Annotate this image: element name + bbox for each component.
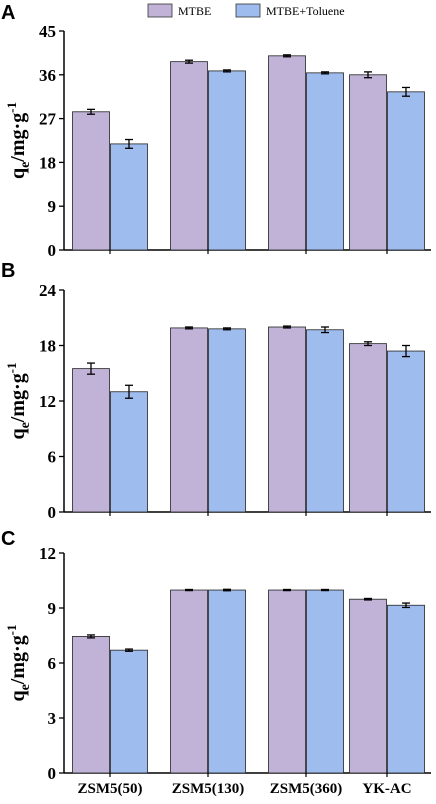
bar-mtbe-toluene [110,143,148,251]
panel-letter-a: A [1,2,15,24]
y-tick-label: 6 [48,654,57,673]
error-bar [125,384,133,399]
bar-mtbe-toluene [208,70,246,251]
y-tick-label: 0 [48,503,57,522]
error-bar [402,86,410,97]
bar-mtbe-toluene [387,91,425,251]
bar-mtbe-toluene [387,350,425,513]
error-bar [185,326,193,330]
error-bar [283,325,291,329]
y-tick-label: 3 [48,709,57,728]
y-tick-label: 0 [48,241,57,260]
error-bar [364,597,372,601]
error-bar [185,59,193,64]
panel-b: 0 6 12 18 24 qe/mg·g-1 [4,281,431,522]
bar-mtbe [72,368,110,513]
bar-mtbe [268,589,306,774]
y-tick-label: 18 [39,337,56,356]
bar-mtbe-toluene [208,589,246,774]
error-bar [321,326,329,334]
y-tick-label: 9 [48,197,57,216]
bar-mtbe [349,343,387,513]
error-bar [223,69,231,73]
bar-mtbe [72,636,110,774]
x-tick-label: ZSM5(360) [270,781,343,797]
bar-mtbe [268,326,306,513]
error-bar [87,108,95,115]
bar-mtbe [170,61,208,251]
y-tick-label: 18 [39,153,56,172]
bar-mtbe-toluene [110,391,148,513]
y-tick-label: 12 [39,544,56,563]
error-bar [223,588,231,592]
error-bar [87,362,95,375]
x-tick-label: ZSM5(50) [78,781,143,797]
bar-mtbe [170,589,208,774]
panel-a: 0 9 18 27 36 45 qe/mg·g-1 [4,22,431,260]
x-tick-label: ZSM5(130) [172,781,245,797]
panel-letter-c: C [1,528,15,550]
y-tick-label: 12 [39,392,56,411]
panel-letter-b: B [1,260,15,282]
y-tick-label: 24 [39,281,57,300]
bar-mtbe-toluene [306,589,344,774]
legend-swatch-mtbe [147,3,173,18]
legend-label-mtbe-toluene: MTBE+Toluene [266,4,345,18]
y-axis-label: qe/mg·g-1 [4,362,33,439]
bar-mtbe [170,327,208,513]
legend: MTBE MTBE+Toluene [147,3,345,18]
panel-c: 0 3 6 9 12 qe/mg·g-1 ZSM5(50) ZSM5(130) ZSM5(360… [4,544,431,797]
y-tick-label: 9 [48,599,57,618]
error-bar [364,341,372,347]
bar-mtbe-toluene [306,72,344,251]
error-bar [125,648,133,652]
legend-swatch-mtbe-toluene [235,3,261,18]
error-bar [321,588,329,592]
bar-mtbe [349,598,387,774]
error-bar [283,588,291,592]
y-tick-label: 45 [39,22,56,41]
bar-mtbe-toluene [110,649,148,774]
error-bar [364,71,372,79]
error-bar [402,602,410,609]
error-bar [87,634,95,639]
bar-mtbe-toluene [208,328,246,513]
error-bar [125,138,133,149]
y-tick-label: 36 [39,66,56,85]
bar-mtbe [72,111,110,251]
error-bar [283,54,291,58]
y-tick-label: 6 [48,448,57,467]
error-bar [185,588,193,592]
y-axis-label: qe/mg·g-1 [4,624,33,701]
error-bar [402,344,410,358]
y-tick-label: 0 [48,764,57,783]
error-bar [223,327,231,331]
bar-mtbe [349,74,387,251]
y-tick-label: 27 [39,110,57,129]
x-tick-label: YK-AC [362,781,411,797]
bar-mtbe-toluene [387,604,425,774]
legend-label-mtbe: MTBE [178,4,211,18]
bar-mtbe [268,55,306,251]
error-bar [321,71,329,75]
bar-mtbe-toluene [306,329,344,513]
y-axis-label: qe/mg·g-1 [4,102,33,179]
chart-panels: 0918273645qe/mg·g-106121824qe/mg·g-10369… [4,22,431,797]
